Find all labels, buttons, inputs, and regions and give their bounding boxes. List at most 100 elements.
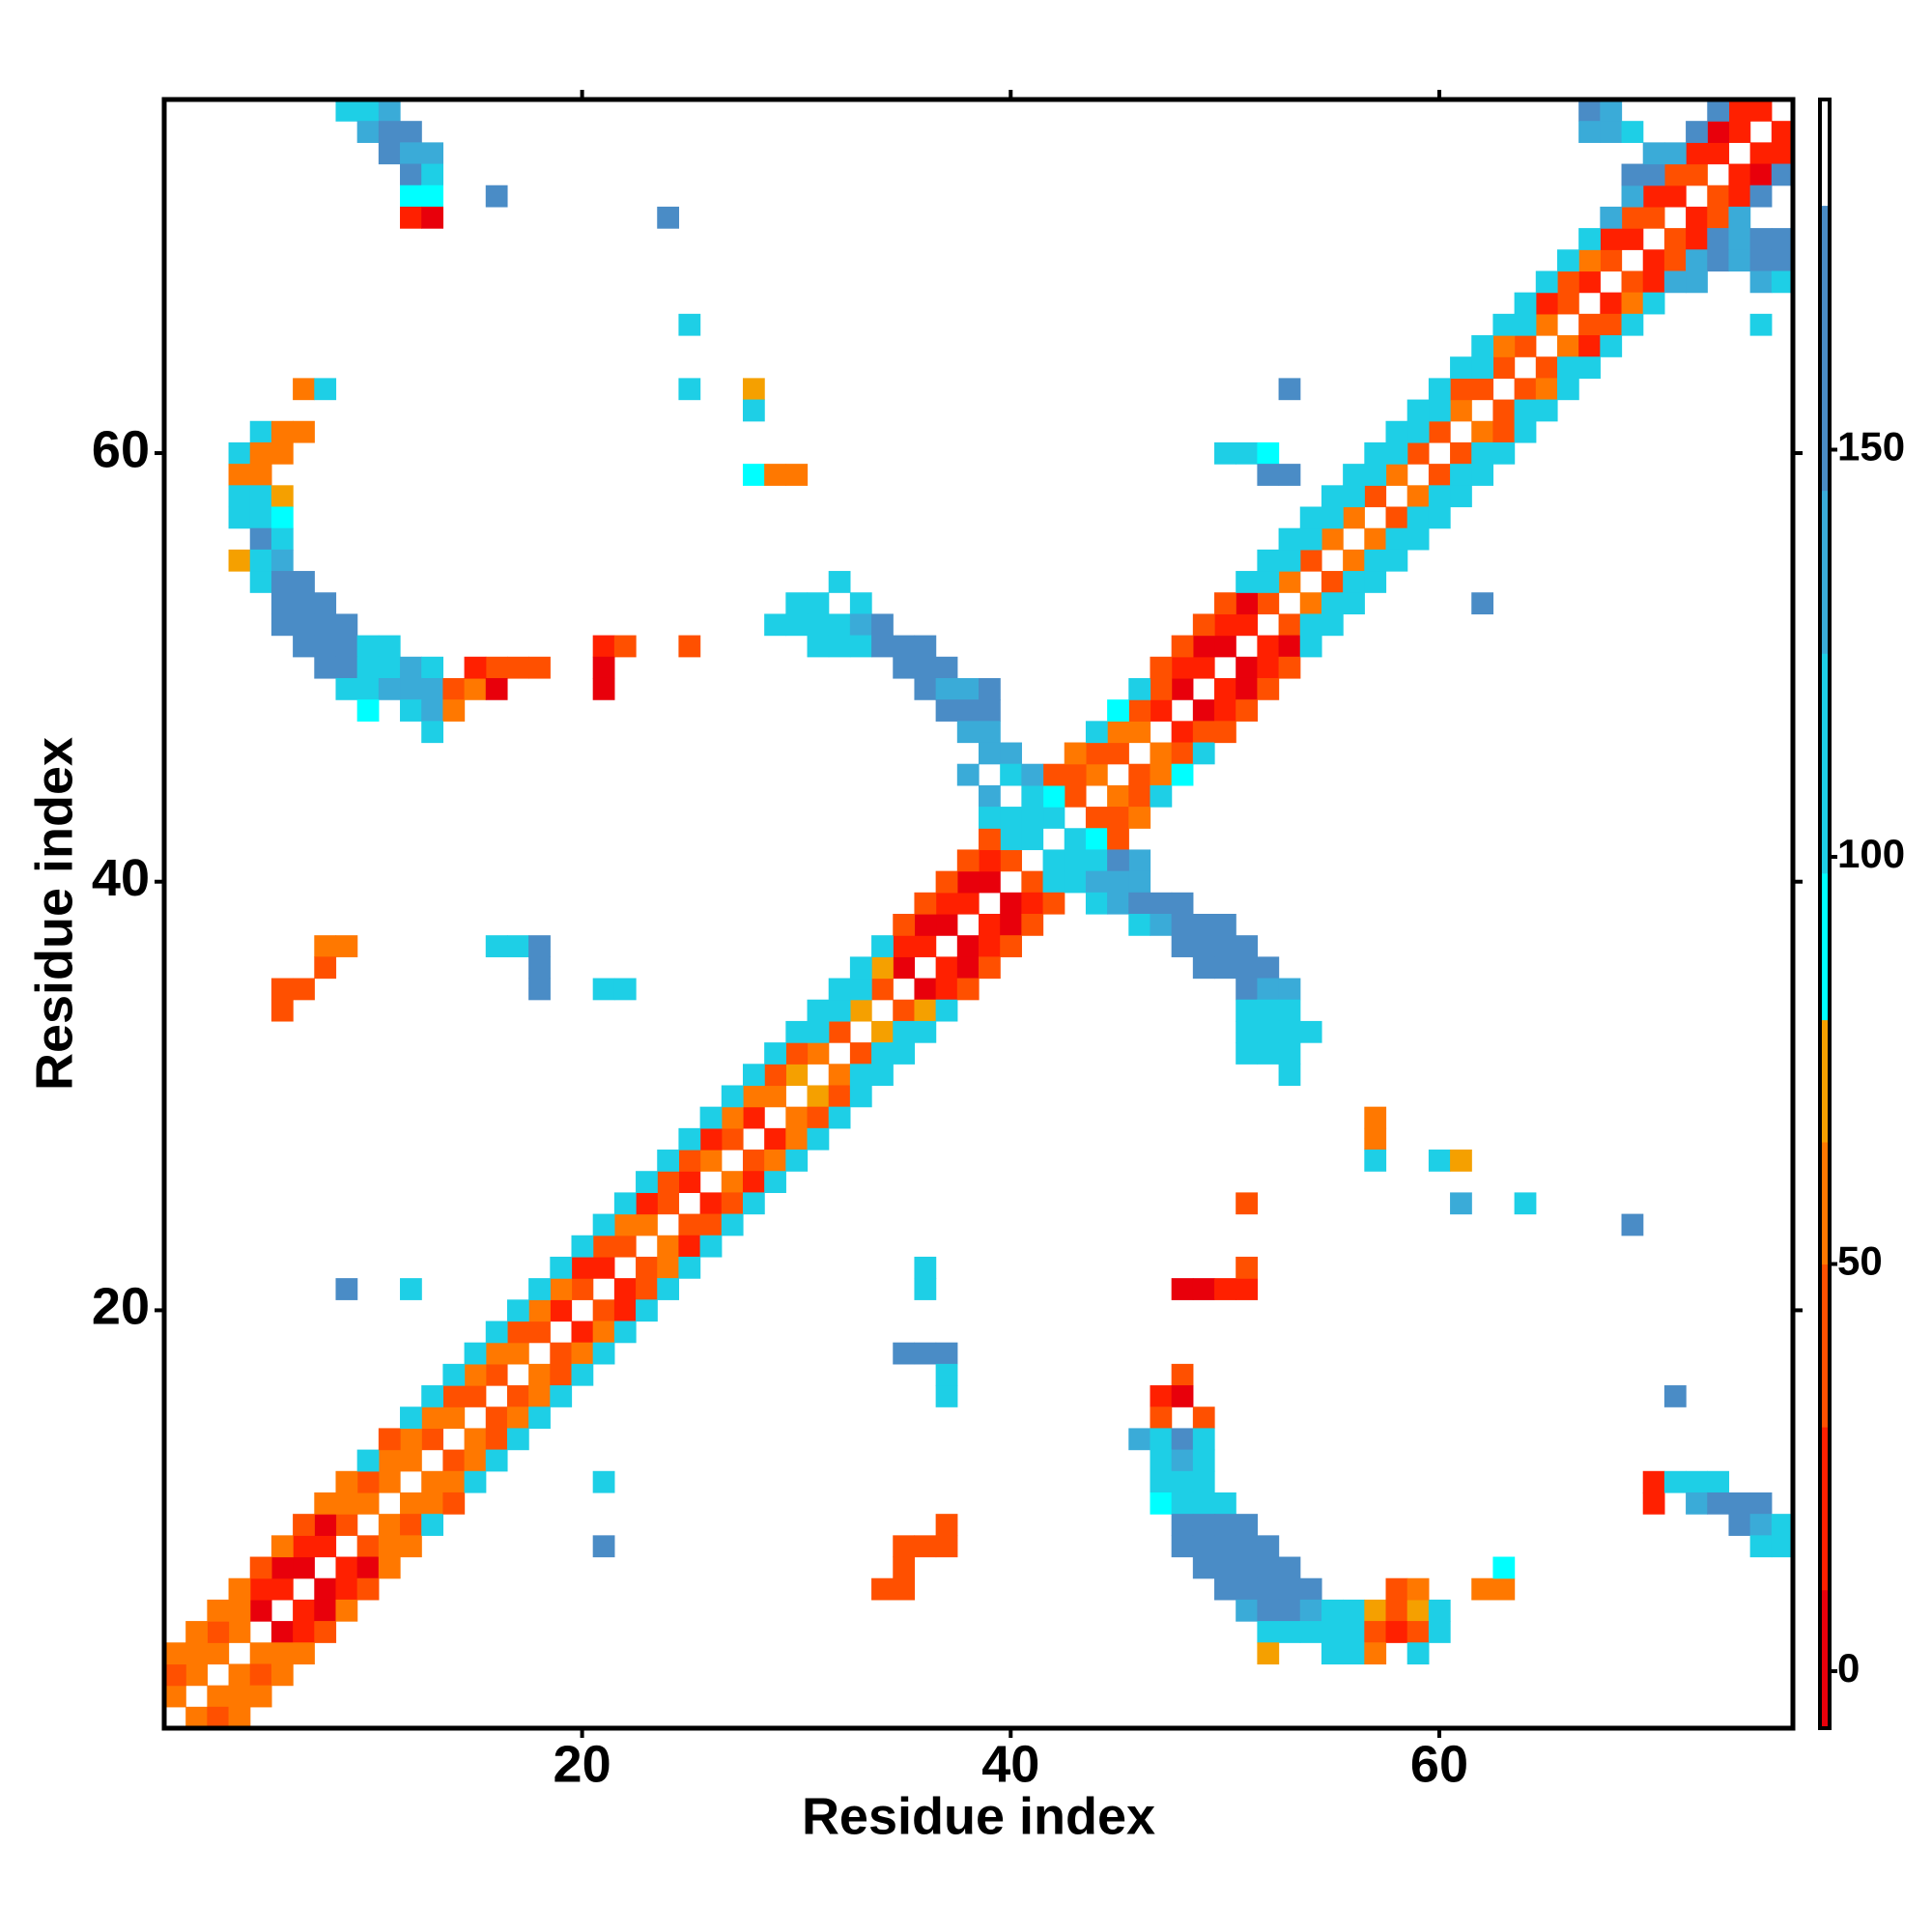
heatmap-cell — [893, 1535, 916, 1558]
heatmap-cell — [270, 506, 294, 529]
heatmap-cell — [1728, 121, 1751, 143]
heatmap-cell — [378, 1428, 401, 1451]
heatmap-cell — [1471, 378, 1494, 401]
heatmap-cell — [1321, 485, 1344, 508]
heatmap-cell — [464, 677, 487, 700]
heatmap-cell — [979, 784, 1001, 808]
heatmap-cell — [1771, 228, 1794, 250]
heatmap-cell — [270, 592, 294, 615]
heatmap-cell — [1343, 464, 1365, 486]
heatmap-cell — [1107, 742, 1129, 765]
heatmap-cell — [1492, 1556, 1516, 1579]
colorbar-segment — [1820, 99, 1830, 207]
heatmap-cell — [914, 999, 937, 1022]
heatmap-cell — [485, 1449, 508, 1472]
heatmap-cell — [1450, 464, 1472, 486]
heatmap-cell — [979, 935, 1001, 957]
heatmap-cell — [293, 1556, 315, 1579]
heatmap-cell — [592, 978, 615, 1001]
heatmap-cell — [1150, 1385, 1173, 1407]
heatmap-cell — [764, 1127, 786, 1151]
heatmap-cell — [871, 613, 894, 637]
heatmap-cell — [1364, 549, 1387, 572]
heatmap-cell — [378, 142, 401, 165]
heatmap-cell — [1236, 1577, 1258, 1601]
heatmap-cell — [249, 1599, 272, 1622]
heatmap-cell — [699, 1127, 723, 1151]
heatmap-cell — [1278, 635, 1301, 658]
heatmap-cell — [1171, 1449, 1194, 1472]
heatmap-cell — [785, 1042, 809, 1065]
heatmap-cell — [1621, 270, 1644, 294]
heatmap-cell — [378, 677, 401, 700]
heatmap-cell — [293, 420, 315, 443]
heatmap-cell — [979, 956, 1001, 980]
heatmap-cell — [378, 1470, 401, 1493]
heatmap-cell — [1299, 1599, 1322, 1622]
heatmap-cell — [849, 956, 872, 980]
heatmap-cell — [1749, 249, 1773, 272]
heatmap-cell — [442, 1470, 466, 1493]
heatmap-cell — [314, 1577, 337, 1601]
heatmap-cell — [1299, 1020, 1322, 1043]
heatmap-cell — [1150, 1470, 1173, 1493]
heatmap-cell — [956, 935, 980, 957]
heatmap-cell — [421, 721, 443, 744]
heatmap-cell — [571, 1321, 594, 1344]
heatmap-cell — [1600, 228, 1623, 250]
heatmap-cell — [400, 656, 422, 679]
heatmap-cell — [1686, 228, 1708, 250]
heatmap-cell — [1171, 1535, 1194, 1558]
heatmap-cell — [356, 1492, 380, 1515]
heatmap-cell — [807, 1106, 830, 1129]
heatmap-cell — [935, 956, 958, 980]
heatmap-cell — [1042, 849, 1065, 872]
heatmap-cell — [935, 699, 958, 722]
heatmap-cell — [506, 1299, 529, 1322]
heatmap-cell — [442, 1385, 466, 1407]
y-tick-label: 40 — [92, 849, 150, 907]
heatmap-cell — [1171, 1278, 1194, 1300]
heatmap-cell — [442, 699, 466, 722]
heatmap-cell — [528, 1299, 551, 1322]
heatmap-cell — [699, 1106, 723, 1129]
heatmap-cell — [335, 635, 358, 658]
heatmap-cell — [1150, 699, 1173, 722]
heatmap-cell — [378, 1535, 401, 1558]
heatmap-cell — [421, 1470, 443, 1493]
heatmap-cell — [742, 1085, 765, 1108]
heatmap-cell — [1171, 935, 1194, 957]
heatmap-cell — [935, 892, 958, 915]
heatmap-cell — [678, 1150, 701, 1172]
heatmap-cell — [592, 1321, 615, 1344]
heatmap-cell — [356, 635, 380, 658]
heatmap-cell — [979, 849, 1001, 872]
heatmap-cell — [914, 677, 937, 700]
heatmap-cell — [314, 1514, 337, 1536]
heatmap-cell — [1278, 613, 1301, 637]
heatmap-cell — [1428, 1150, 1451, 1172]
heatmap-cell — [1707, 206, 1730, 229]
heatmap-cell — [807, 1042, 830, 1065]
heatmap-cell — [1128, 914, 1151, 936]
heatmap-cell — [400, 1514, 422, 1536]
heatmap-cell — [1707, 1492, 1730, 1515]
heatmap-cell — [1728, 206, 1751, 229]
heatmap-cell — [1171, 1470, 1194, 1493]
heatmap-cell — [1686, 249, 1708, 272]
heatmap-cell — [1278, 1556, 1301, 1579]
heatmap-cell — [1621, 292, 1644, 315]
heatmap-cell — [421, 1406, 443, 1430]
heatmap-cell — [1171, 1428, 1194, 1451]
heatmap-cell — [1192, 1492, 1215, 1515]
heatmap-cell — [270, 549, 294, 572]
heatmap-cell — [1686, 270, 1708, 294]
heatmap-cell — [1663, 249, 1687, 272]
heatmap-cell — [1257, 592, 1280, 615]
heatmap-cell — [1621, 185, 1644, 208]
heatmap-cell — [1771, 163, 1794, 186]
heatmap-cell — [485, 656, 508, 679]
heatmap-cell — [421, 142, 443, 165]
heatmap-cell — [293, 1535, 315, 1558]
heatmap-cell — [828, 571, 851, 593]
